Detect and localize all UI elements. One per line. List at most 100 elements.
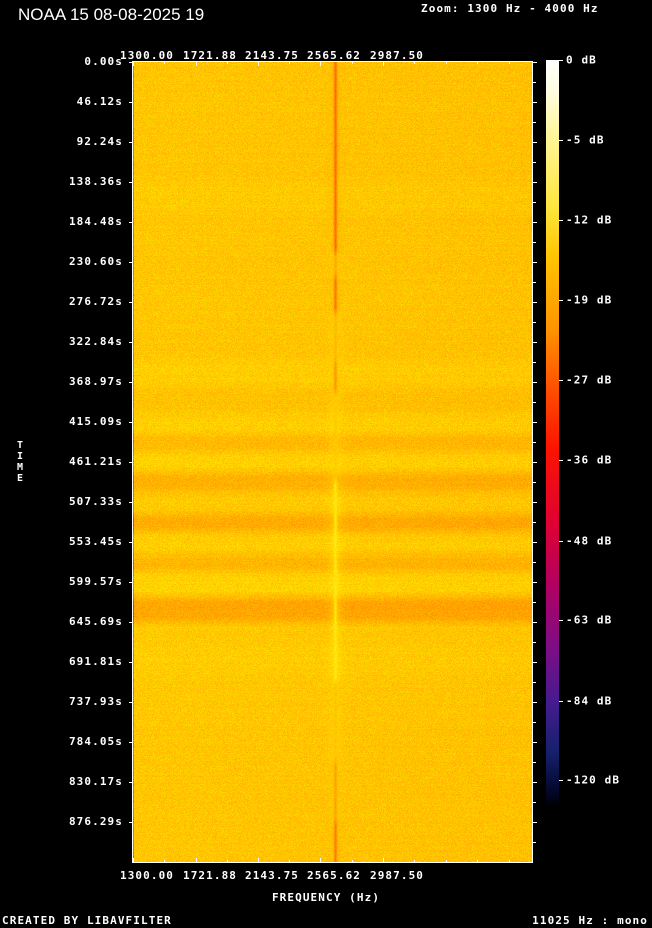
time-label-13: 599.57s — [68, 575, 123, 588]
time-label-16: 737.93s — [68, 695, 123, 708]
time-label-15: 691.81s — [68, 655, 123, 668]
colorbar-tick-1 — [559, 139, 563, 141]
time-label-5: 230.60s — [68, 255, 123, 268]
time-minor-tick-right-5 — [533, 282, 536, 283]
time-minor-tick-right-6 — [533, 322, 536, 323]
time-tick-right-9 — [533, 422, 537, 423]
zoom-range-label: Zoom: 1300 Hz - 4000 Hz — [421, 2, 599, 15]
time-tick-right-2 — [533, 142, 537, 143]
colorbar-tick-4 — [559, 380, 563, 382]
freq-label-tick-0: 1300.00 — [119, 49, 175, 62]
time-tick-right-19 — [533, 822, 537, 823]
time-tick-right-13 — [533, 582, 537, 583]
freq-label-tick-2: 2143.75 — [244, 49, 300, 62]
spectrogram-image[interactable] — [133, 62, 532, 862]
colorbar-tick-8 — [559, 700, 563, 702]
colorbar-label-6: -48 dB — [566, 534, 613, 548]
colorbar-label-5: -36 dB — [566, 453, 613, 467]
time-tick-right-15 — [533, 662, 537, 663]
freq-label-tick-1: 1721.88 — [182, 49, 238, 62]
time-minor-tick-right-9 — [533, 442, 536, 443]
time-tick-right-14 — [533, 622, 537, 623]
colorbar-labels: 0 dB -5 dB -12 dB -19 dB -27 dB -36 dB -48 dB -… — [546, 54, 652, 805]
time-minor-tick-right-19 — [533, 842, 536, 843]
freq-label-bottom-tick-1: 1721.88 — [182, 869, 238, 882]
time-tick-right-17 — [533, 742, 537, 743]
colorbar — [546, 60, 559, 805]
time-tick-right-18 — [533, 782, 537, 783]
time-label-6: 276.72s — [68, 295, 123, 308]
freq-label-bottom-tick-0: 1300.00 — [119, 869, 175, 882]
colorbar-label-1: -5 dB — [566, 133, 605, 147]
time-minor-tick-right-4 — [533, 242, 536, 243]
time-label-18: 830.17s — [68, 775, 123, 788]
time-label-9: 415.09s — [68, 415, 123, 428]
colorbar-tick-3 — [559, 299, 563, 301]
time-label-0: 0.00s — [84, 55, 123, 68]
time-minor-tick-right-15 — [533, 682, 536, 683]
freq-label-bottom-tick-2: 2143.75 — [244, 869, 300, 882]
freq-label-bottom-tick-3: 2565.62 — [306, 869, 362, 882]
colorbar-label-0: 0 dB — [566, 53, 597, 67]
time-label-11: 507.33s — [68, 495, 123, 508]
time-label-8: 368.97s — [68, 375, 123, 388]
time-label-2: 92.24s — [76, 135, 123, 148]
time-label-17: 784.05s — [68, 735, 123, 748]
colorbar-label-7: -63 dB — [566, 613, 613, 627]
time-tick-right-11 — [533, 502, 537, 503]
colorbar-label-4: -27 dB — [566, 373, 613, 387]
time-minor-tick-right-14 — [533, 642, 536, 643]
colorbar-label-8: -84 dB — [566, 694, 613, 708]
time-axis-labels: 0.00s 46.12s 92.24s 138.36s 184.48s 230.60s 27… — [0, 0, 129, 928]
time-caption-char-2: M — [16, 462, 24, 473]
colorbar-gradient — [546, 60, 559, 805]
frequency-axis-caption: FREQUENCY (Hz) — [271, 891, 381, 904]
time-minor-tick-right-1 — [533, 122, 536, 123]
time-minor-tick-right-3 — [533, 202, 536, 203]
time-label-12: 553.45s — [68, 535, 123, 548]
time-tick-right-16 — [533, 702, 537, 703]
time-minor-tick-right-0 — [533, 82, 536, 83]
time-tick-right-4 — [533, 222, 537, 223]
colorbar-label-2: -12 dB — [566, 213, 613, 227]
time-tick-right-0 — [533, 62, 537, 63]
time-label-4: 184.48s — [68, 215, 123, 228]
time-minor-tick-right-13 — [533, 602, 536, 603]
spectrogram-plot[interactable] — [132, 61, 533, 863]
colorbar-tick-7 — [559, 620, 563, 622]
time-label-1: 46.12s — [76, 95, 123, 108]
page-title: NOAA 15 08-08-2025 19 — [18, 5, 205, 24]
time-caption-char-1: I — [16, 451, 24, 462]
footer-created-by: CREATED BY LIBAVFILTER — [2, 914, 172, 927]
freq-label-tick-3: 2565.62 — [306, 49, 362, 62]
frequency-axis-top: 1300.00 1721.88 2143.75 2565.62 2987.50 — [0, 49, 652, 62]
time-caption-char-3: E — [16, 473, 24, 484]
colorbar-tick-9 — [559, 780, 563, 782]
time-tick-right-5 — [533, 262, 537, 263]
colorbar-label-3: -19 dB — [566, 293, 613, 307]
colorbar-tick-0 — [559, 60, 563, 61]
time-minor-tick-right-2 — [533, 162, 536, 163]
time-tick-right-7 — [533, 342, 537, 343]
time-minor-tick-right-8 — [533, 402, 536, 403]
time-minor-tick-right-11 — [533, 522, 536, 523]
time-tick-right-6 — [533, 302, 537, 303]
colorbar-tick-2 — [559, 220, 563, 222]
time-label-3: 138.36s — [68, 175, 123, 188]
time-minor-tick-right-10 — [533, 482, 536, 483]
time-minor-tick-right-7 — [533, 362, 536, 363]
time-tick-right-8 — [533, 382, 537, 383]
colorbar-tick-6 — [559, 540, 563, 542]
time-minor-tick-right-18 — [533, 802, 536, 803]
time-tick-right-10 — [533, 462, 537, 463]
time-tick-right-3 — [533, 182, 537, 183]
time-label-14: 645.69s — [68, 615, 123, 628]
time-caption-char-0: T — [16, 440, 24, 451]
colorbar-label-9: -120 dB — [566, 773, 621, 787]
time-tick-right-12 — [533, 542, 537, 543]
time-minor-tick-right-17 — [533, 762, 536, 763]
time-label-7: 322.84s — [68, 335, 123, 348]
freq-label-tick-4: 2987.50 — [369, 49, 425, 62]
time-tick-right-1 — [533, 102, 537, 103]
